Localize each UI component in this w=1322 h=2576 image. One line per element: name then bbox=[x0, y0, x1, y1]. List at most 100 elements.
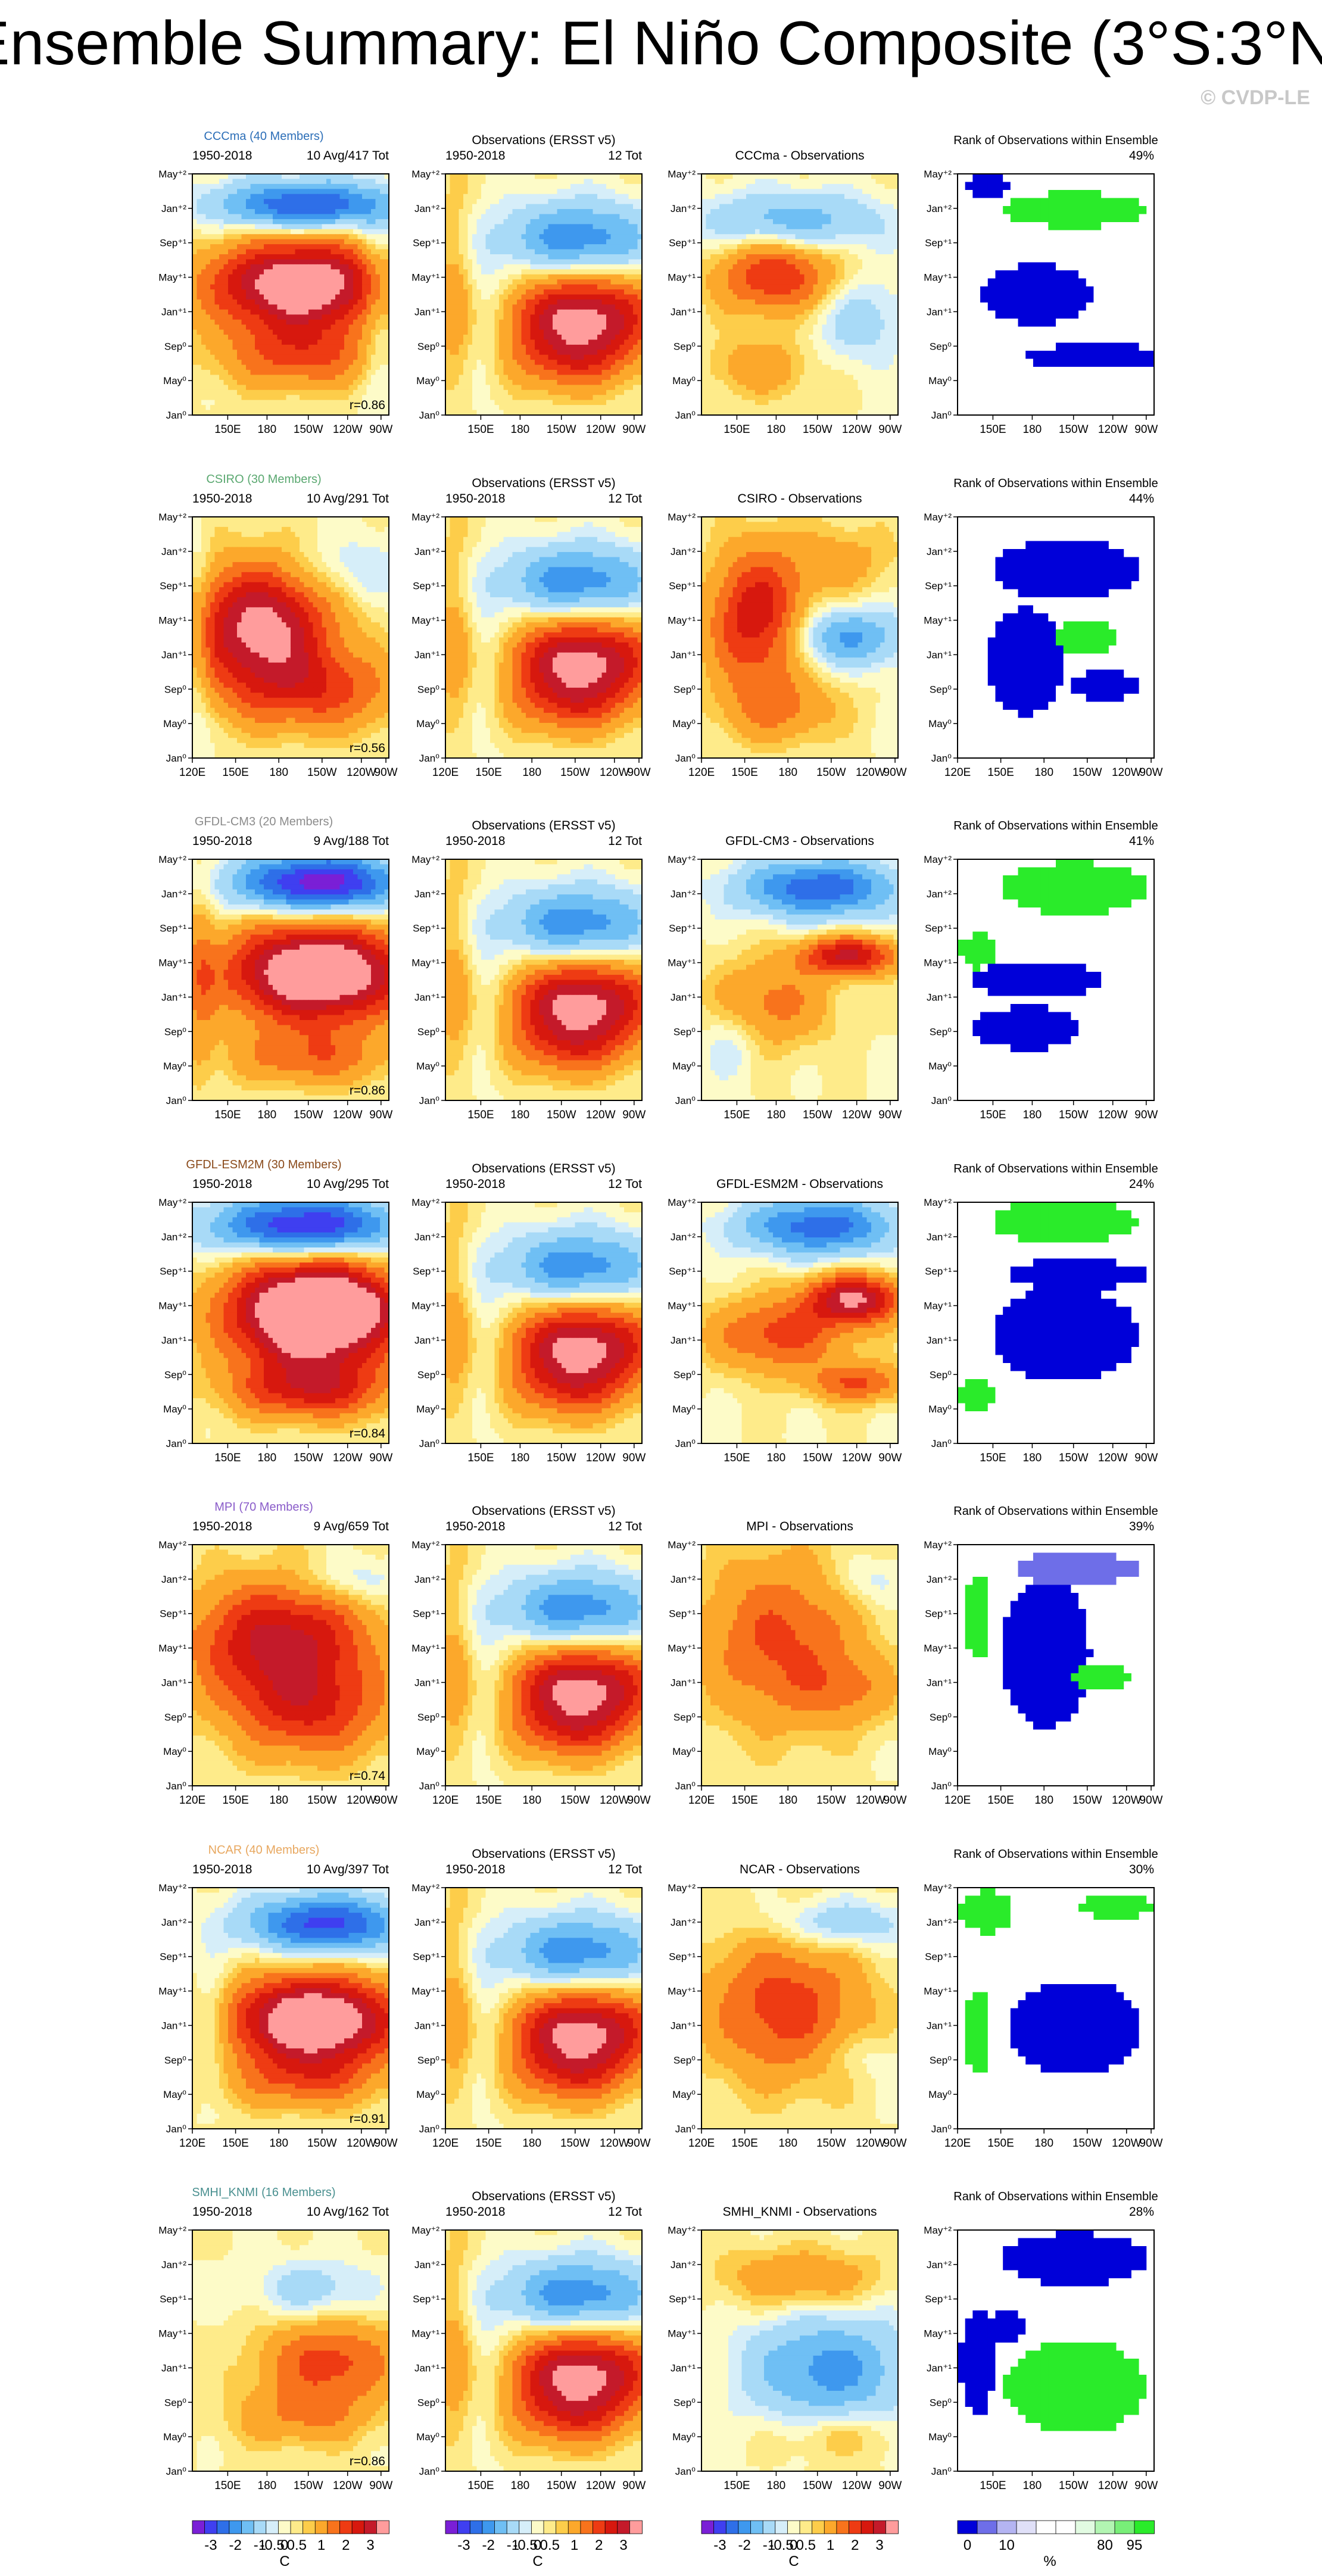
field-cell bbox=[192, 214, 197, 220]
field-cell bbox=[331, 380, 336, 385]
field-cell bbox=[495, 325, 500, 330]
field-cell bbox=[197, 179, 202, 184]
field-cell bbox=[593, 254, 598, 260]
field-cell bbox=[260, 239, 264, 245]
field-cell bbox=[278, 350, 282, 355]
field-cell bbox=[858, 229, 863, 235]
field-cell bbox=[548, 174, 553, 179]
field-cell bbox=[269, 400, 273, 406]
field-cell bbox=[513, 279, 517, 285]
field-cell bbox=[504, 380, 509, 385]
field-cell bbox=[486, 330, 491, 335]
field-cell bbox=[800, 214, 805, 220]
field-cell bbox=[531, 285, 535, 290]
field-cell bbox=[228, 189, 233, 194]
field-cell bbox=[481, 304, 486, 310]
field-cell bbox=[710, 219, 715, 224]
field-cell bbox=[197, 194, 202, 199]
field-cell bbox=[192, 360, 197, 365]
field-cell bbox=[760, 214, 765, 220]
field-cell bbox=[463, 194, 468, 199]
field-cell bbox=[885, 189, 890, 194]
field-cell bbox=[233, 330, 238, 335]
field-cell bbox=[602, 234, 607, 239]
field-cell bbox=[282, 194, 286, 199]
field-cell bbox=[522, 345, 526, 350]
field-cell bbox=[326, 365, 331, 370]
field-cell bbox=[215, 204, 220, 210]
field-cell bbox=[579, 345, 584, 350]
field-cell bbox=[889, 209, 894, 214]
field-cell bbox=[760, 239, 765, 245]
field-cell bbox=[463, 219, 468, 224]
field-cell bbox=[349, 385, 354, 390]
field-cell bbox=[219, 239, 224, 245]
field-cell bbox=[566, 189, 571, 194]
field-cell bbox=[331, 320, 336, 325]
field-cell bbox=[751, 234, 756, 239]
field-cell bbox=[782, 189, 787, 194]
field-cell bbox=[459, 194, 464, 199]
field-cell bbox=[557, 395, 562, 400]
field-cell bbox=[269, 224, 273, 229]
field-cell bbox=[445, 259, 450, 264]
field-cell bbox=[313, 400, 318, 406]
field-cell bbox=[340, 239, 345, 245]
field-cell bbox=[862, 214, 867, 220]
field-cell bbox=[481, 285, 486, 290]
field-cell bbox=[251, 275, 255, 280]
field-cell bbox=[264, 184, 269, 189]
field-cell bbox=[362, 310, 367, 315]
field-cell bbox=[358, 350, 363, 355]
model-panel: May⁺²Jan⁺²Sep⁺¹May⁺¹Jan⁺¹Sep⁰May⁰Jan⁰150… bbox=[158, 130, 392, 436]
field-cell bbox=[728, 194, 733, 199]
field-cell bbox=[242, 189, 247, 194]
field-cell bbox=[526, 365, 531, 370]
field-cell bbox=[486, 234, 491, 239]
field-cell bbox=[344, 310, 349, 315]
field-cell bbox=[764, 194, 769, 199]
field-cell bbox=[246, 310, 251, 315]
field-cell bbox=[445, 184, 450, 189]
field-cell bbox=[742, 204, 747, 210]
field-cell bbox=[371, 360, 376, 365]
field-cell bbox=[242, 259, 247, 264]
field-cell bbox=[344, 250, 349, 255]
field-cell bbox=[504, 300, 509, 305]
y-tick-label: Jan⁺² bbox=[414, 203, 439, 214]
field-cell bbox=[751, 174, 756, 179]
field-cell bbox=[251, 314, 255, 320]
field-cell bbox=[260, 189, 264, 194]
field-cell bbox=[706, 179, 711, 184]
field-cell bbox=[295, 250, 300, 255]
field-cell bbox=[611, 385, 616, 390]
field-cell bbox=[531, 244, 535, 250]
field-cell bbox=[349, 390, 354, 395]
field-cell bbox=[219, 234, 224, 239]
field-cell bbox=[282, 174, 286, 179]
field-cell bbox=[269, 314, 273, 320]
field-cell bbox=[544, 380, 548, 385]
field-cell bbox=[867, 189, 872, 194]
field-cell bbox=[215, 400, 220, 406]
field-cell bbox=[282, 295, 286, 300]
field-cell bbox=[313, 339, 318, 345]
field-cell bbox=[557, 234, 562, 239]
field-cell bbox=[508, 239, 513, 245]
field-cell bbox=[255, 234, 260, 239]
field-cell bbox=[624, 269, 629, 275]
field-cell bbox=[553, 295, 557, 300]
field-cell bbox=[615, 264, 620, 270]
field-cell bbox=[468, 194, 473, 199]
field-cell bbox=[308, 314, 313, 320]
field-cell bbox=[215, 355, 220, 360]
field-cell bbox=[459, 234, 464, 239]
field-cell bbox=[450, 184, 455, 189]
field-cell bbox=[308, 214, 313, 220]
field-cell bbox=[340, 279, 345, 285]
field-cell bbox=[282, 385, 286, 390]
field-cell bbox=[867, 199, 872, 204]
field-cell bbox=[445, 365, 450, 370]
field-cell bbox=[300, 275, 304, 280]
field-cell bbox=[286, 285, 291, 290]
